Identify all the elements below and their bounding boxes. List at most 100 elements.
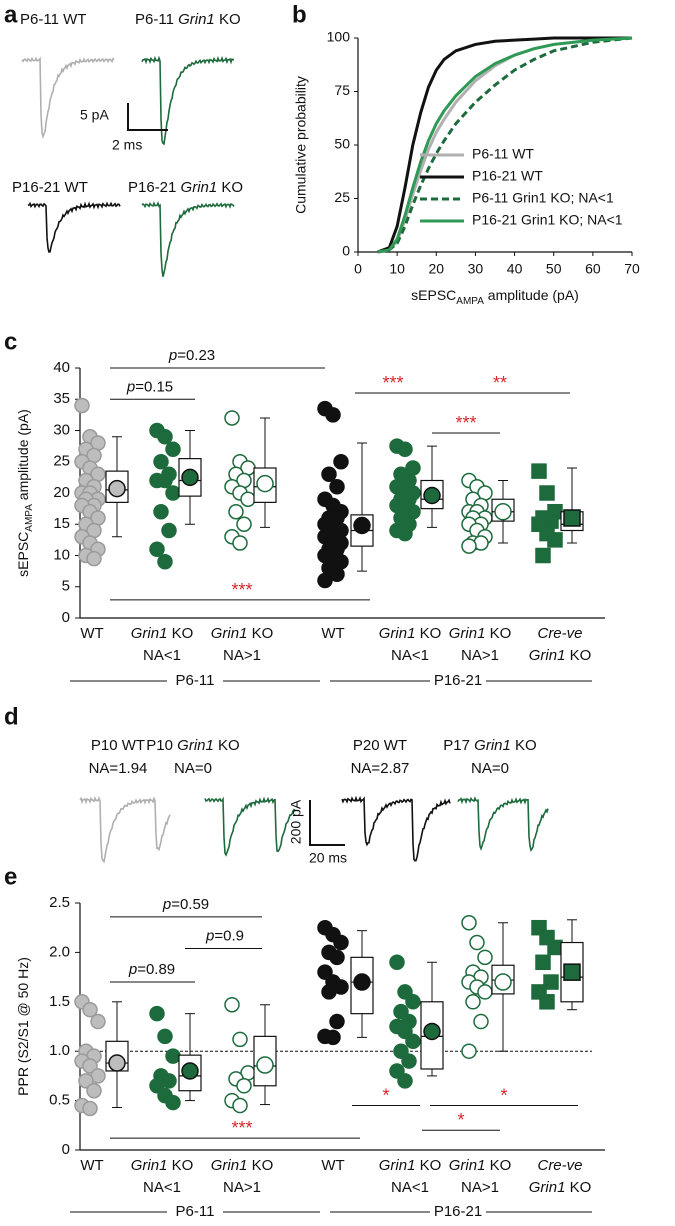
x-tick-label: 50 — [546, 261, 562, 277]
subscript: AMPA — [24, 504, 35, 532]
legend-label: P16-21 WT — [472, 168, 543, 184]
trace-label: P20 WT — [353, 737, 407, 754]
cumulative-line — [377, 36, 632, 254]
category-label: Grin1 KO — [131, 1157, 194, 1174]
period-label-bg — [430, 1203, 486, 1221]
data-point — [325, 1029, 341, 1046]
cumulative-line — [377, 36, 633, 254]
category-label: NA<1 — [143, 647, 181, 664]
text-part: amplitude (pA) — [484, 287, 579, 303]
mean-marker — [108, 1054, 126, 1072]
comparison-label: * — [500, 1085, 507, 1105]
category-label: NA>1 — [223, 1179, 261, 1196]
mean-marker — [181, 1062, 199, 1080]
data-point — [165, 1094, 181, 1111]
data-point — [397, 441, 413, 457]
text-part: P20 WT — [353, 737, 407, 754]
text-part: KO — [217, 179, 243, 196]
y-tick-label: 30 — [53, 421, 70, 438]
text-part: ** — [493, 373, 507, 393]
y-tick-label: 25 — [334, 189, 350, 205]
y-tick-label: 0.5 — [49, 1092, 70, 1109]
text-part: WT — [80, 625, 103, 642]
y-tick-label: 0 — [62, 1141, 70, 1158]
y-tick-label: 15 — [53, 515, 70, 532]
text-part: NA>1 — [223, 1179, 261, 1196]
comparison-label: p=0.23 — [168, 347, 215, 364]
data-point — [531, 463, 547, 479]
panel-letter: c — [4, 328, 17, 355]
text-part: * — [457, 1110, 464, 1130]
subscript: AMPA — [456, 296, 484, 307]
text-part: KO — [415, 1157, 441, 1174]
text-part: NA>1 — [223, 647, 261, 664]
text-part: P10 WT — [91, 737, 145, 754]
panel-letter: e — [4, 863, 17, 890]
period-label: P6-11 — [176, 1203, 215, 1220]
data-point — [329, 949, 345, 966]
text-part: *** — [382, 373, 403, 393]
mean-marker — [423, 1022, 441, 1041]
data-point — [477, 984, 493, 1000]
data-point — [401, 1053, 417, 1069]
panel-letter: b — [292, 1, 307, 28]
comparison-label: p=0.89 — [128, 961, 175, 978]
x-tick-label: 60 — [585, 261, 601, 277]
data-point — [389, 1063, 405, 1079]
data-point — [393, 1003, 409, 1020]
text-part: =0.59 — [171, 896, 209, 913]
data-point — [74, 397, 90, 414]
italic-part: Grin1 — [178, 11, 215, 28]
y-tick-label: 25 — [53, 453, 70, 470]
y-tick-label: 5 — [62, 578, 70, 595]
text-part: KO — [167, 625, 193, 642]
y-tick-label: 20 — [53, 484, 70, 501]
data-point — [477, 949, 493, 966]
y-tick-label: 100 — [327, 29, 351, 45]
data-point — [224, 997, 240, 1013]
data-point — [333, 934, 349, 951]
comparison-label: ** — [493, 373, 507, 393]
data-point — [321, 984, 337, 1000]
italic-part: Grin1 — [181, 179, 218, 196]
data-point — [153, 454, 169, 470]
data-point — [149, 1078, 165, 1094]
italic-part: Grin1 — [177, 737, 214, 754]
italic-part: p — [162, 896, 171, 913]
x-tick-label: 30 — [468, 261, 484, 277]
data-point — [539, 485, 555, 501]
period-label: P6-11 — [176, 672, 215, 689]
text-part: KO — [485, 625, 511, 642]
na-label: NA=2.87 — [351, 760, 410, 777]
text-part: PPR (S2/S1 @ 50 Hz) — [15, 957, 31, 1096]
x-tick-label: 70 — [624, 261, 640, 277]
data-point — [393, 1043, 409, 1059]
data-point — [461, 1043, 477, 1059]
text-part: * — [500, 1085, 507, 1105]
na-label: NA=1.94 — [89, 760, 148, 777]
data-point — [82, 1100, 98, 1117]
italic-part: p — [168, 347, 177, 364]
y-tick-label: 40 — [53, 359, 70, 376]
italic-part: p — [128, 961, 137, 978]
mean-marker — [563, 509, 581, 527]
mean-marker — [563, 963, 581, 981]
mean-marker — [494, 503, 512, 521]
data-point — [157, 429, 173, 445]
trace-label: P16-21 Grin1 KO — [128, 179, 243, 196]
text-part: P17 — [443, 737, 474, 754]
data-point — [317, 572, 333, 589]
period-label: P16-21 — [434, 672, 482, 689]
na-label: NA=0 — [471, 760, 509, 777]
text-part: KO — [247, 625, 273, 642]
category-label: Grin1 KO — [529, 647, 592, 664]
data-point — [165, 441, 181, 457]
text-part: P10 — [146, 737, 177, 754]
data-point — [149, 541, 165, 557]
period-label-bg — [430, 672, 486, 690]
data-point — [469, 934, 485, 951]
category-label: WT — [321, 1157, 344, 1174]
data-point — [232, 1097, 248, 1114]
category-label: NA>1 — [223, 647, 261, 664]
